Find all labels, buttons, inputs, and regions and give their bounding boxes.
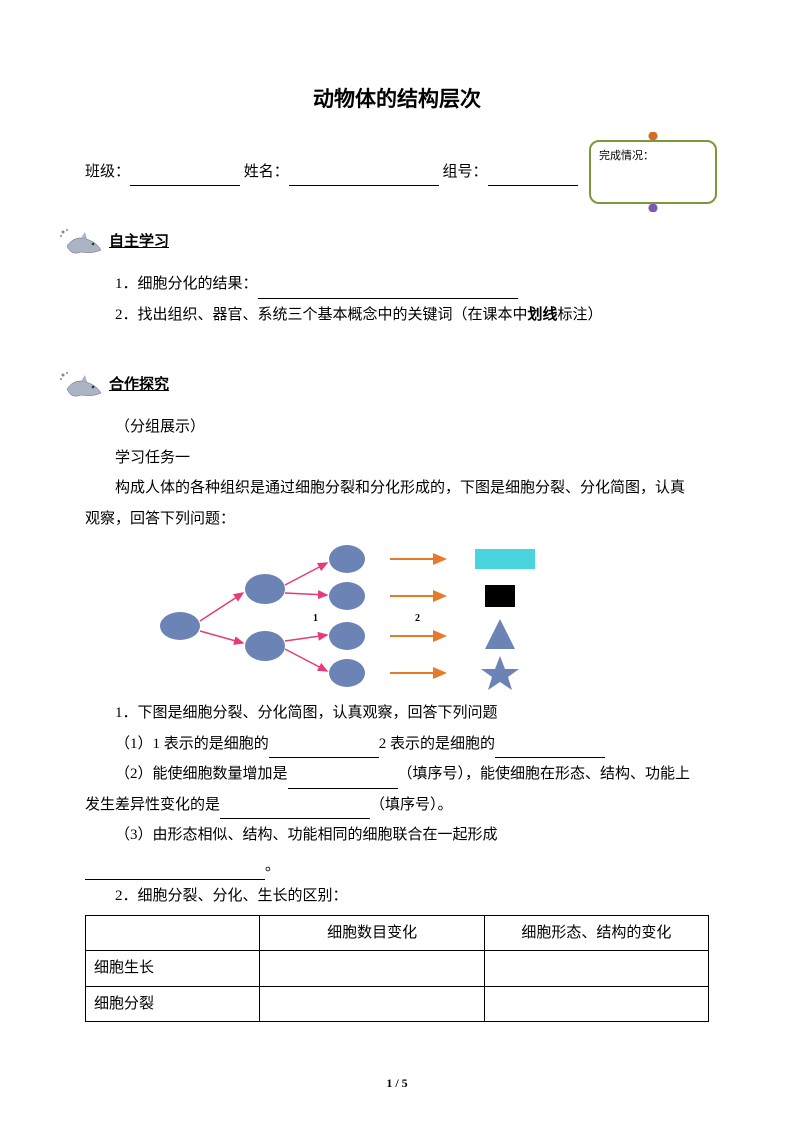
group-label: 组号：: [443, 164, 488, 180]
s2-task: 学习任务一: [85, 444, 709, 473]
q1-1: （1）1 表示的是细胞的 2 表示的是细胞的: [85, 730, 709, 759]
row2-label: 细胞分裂: [86, 986, 260, 1022]
q1-3-blank-line: 。: [85, 852, 709, 881]
section1-head: 自主学习: [57, 226, 709, 258]
cell-diagram: 1 2: [135, 541, 575, 691]
name-label: 姓名：: [244, 164, 289, 180]
q2: 2．细胞分裂、分化、生长的区别：: [85, 882, 709, 911]
class-label: 班级：: [85, 164, 130, 180]
section2-head: 合作探究: [57, 369, 709, 401]
section1-title: 自主学习: [109, 228, 169, 257]
q1-3: （3）由形态相似、结构、功能相同的细胞联合在一起形成: [85, 821, 709, 850]
q1-2-blank1[interactable]: [288, 771, 398, 789]
dolphin-icon: [57, 369, 103, 401]
q1-1b: 2 表示的是细胞的: [379, 736, 495, 752]
q1-2c: 发生差异性变化的是: [85, 797, 220, 813]
row2-c2[interactable]: [260, 986, 484, 1022]
svg-text:1: 1: [313, 613, 318, 624]
name-blank[interactable]: [289, 168, 439, 186]
section1-content: 1．细胞分化的结果： 2．找出组织、器官、系统三个基本概念中的关键词（在课本中划…: [85, 270, 709, 329]
s1-l1-blank[interactable]: [258, 281, 518, 299]
q1: 1．下图是细胞分裂、分化简图，认真观察，回答下列问题: [85, 699, 709, 728]
page-title: 动物体的结构层次: [85, 80, 709, 120]
table-row: 细胞生长: [86, 951, 709, 987]
q1-2: （2）能使细胞数量增加是 （填序号），能使细胞在形态、结构、功能上: [85, 760, 709, 789]
s1-l2-end: 标注）: [558, 307, 603, 323]
section2-content: （分组展示） 学习任务一 构成人体的各种组织是通过细胞分裂和分化形成的，下图是细…: [85, 413, 709, 911]
completion-sticker: 完成情况：: [589, 140, 717, 204]
table-header-row: 细胞数目变化 细胞形态、结构的变化: [86, 915, 709, 951]
row1-label: 细胞生长: [86, 951, 260, 987]
q1-2-cont: 发生差异性变化的是 （填序号）。: [85, 791, 709, 820]
row1-c3[interactable]: [484, 951, 708, 987]
q1-2a: （2）能使细胞数量增加是: [115, 766, 288, 782]
svg-text:2: 2: [415, 613, 420, 624]
class-blank[interactable]: [130, 168, 240, 186]
q1-2-blank2[interactable]: [220, 801, 370, 819]
s1-l1-text: 1．细胞分化的结果：: [115, 276, 258, 292]
page-footer: 1 / 5: [0, 1072, 794, 1095]
q1-1a: （1）1 表示的是细胞的: [115, 736, 269, 752]
th-shape: 细胞形态、结构的变化: [484, 915, 708, 951]
s1-l2-bold: 划线: [528, 307, 558, 323]
q1-2b: （填序号），能使细胞在形态、结构、功能上: [398, 766, 691, 782]
row1-c2[interactable]: [260, 951, 484, 987]
q1-3-end: 。: [265, 858, 280, 874]
info-line: 班级： 姓名： 组号： 完成情况：: [85, 158, 709, 187]
s2-intro1: 构成人体的各种组织是通过细胞分裂和分化形成的，下图是细胞分裂、分化简图，认真: [85, 474, 709, 503]
q1-3-blank[interactable]: [85, 862, 265, 880]
th-blank: [86, 915, 260, 951]
q1-2d: （填序号）。: [370, 797, 453, 813]
table-row: 细胞分裂: [86, 986, 709, 1022]
comparison-table: 细胞数目变化 细胞形态、结构的变化 细胞生长 细胞分裂: [85, 915, 709, 1023]
s1-line2: 2．找出组织、器官、系统三个基本概念中的关键词（在课本中划线标注）: [85, 301, 709, 330]
row2-c3[interactable]: [484, 986, 708, 1022]
sticker-label: 完成情况：: [599, 150, 654, 162]
q1-1-blank2[interactable]: [495, 740, 605, 758]
th-count: 细胞数目变化: [260, 915, 484, 951]
dolphin-icon: [57, 226, 103, 258]
s2-sub1: （分组展示）: [85, 413, 709, 442]
section2-title: 合作探究: [109, 371, 169, 400]
q1-1-blank1[interactable]: [269, 740, 379, 758]
s2-intro2: 观察，回答下列问题：: [85, 505, 709, 534]
s1-line1: 1．细胞分化的结果：: [85, 270, 709, 299]
group-blank[interactable]: [488, 168, 578, 186]
s1-l2-text: 2．找出组织、器官、系统三个基本概念中的关键词（在课本中: [115, 307, 528, 323]
